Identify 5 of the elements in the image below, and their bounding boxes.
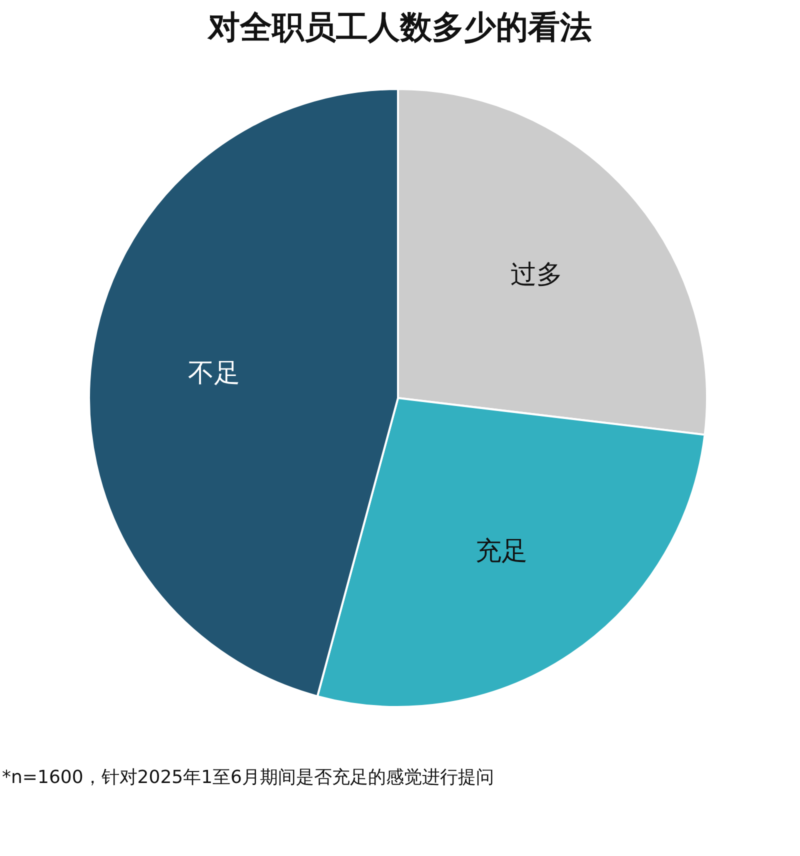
- text: *n=1600，针对2025年1至6月期间是否充足的感觉进行提问: [2, 766, 496, 790]
- chart-title: 对全职员工人数多少的看法: [206, 7, 593, 48]
- slice-label: 过多: [510, 260, 563, 290]
- slice-label: 不足: [188, 358, 240, 389]
- slice-label: 充足: [476, 536, 528, 567]
